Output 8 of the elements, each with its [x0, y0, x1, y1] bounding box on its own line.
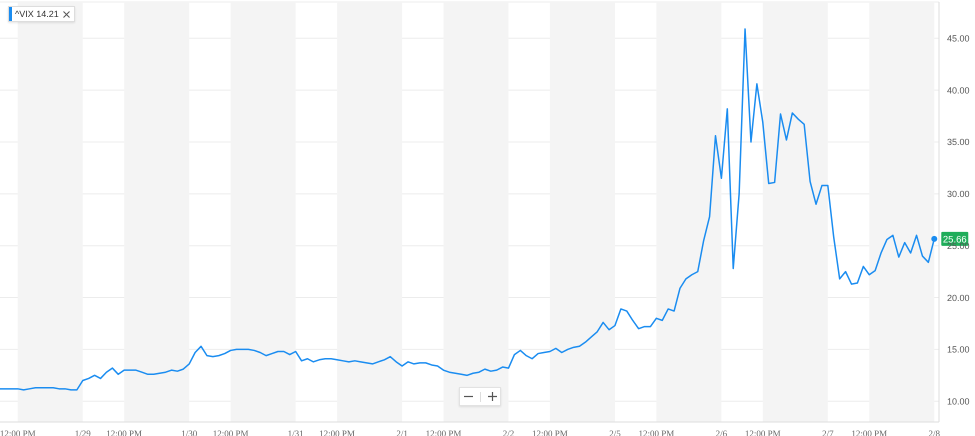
y-tick-label: 15.00 [947, 344, 970, 355]
y-tick-label: 20.00 [947, 292, 970, 303]
y-tick-label: 30.00 [947, 189, 970, 200]
y-tick-label: 40.00 [947, 85, 970, 96]
y-tick-label: 35.00 [947, 137, 970, 148]
legend-label: ^VIX 14.21 [14, 9, 60, 19]
y-tick-label: 45.00 [947, 33, 970, 44]
y-tick-label: 10.00 [947, 396, 970, 406]
